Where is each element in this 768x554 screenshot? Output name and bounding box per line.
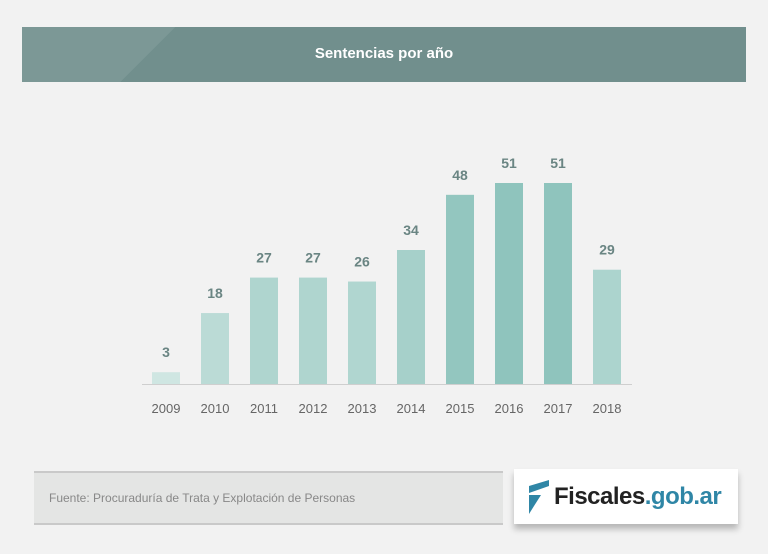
bar-2011 (250, 277, 278, 384)
fiscales-logo[interactable]: Fiscales.gob.ar (514, 469, 738, 524)
bar-2010 (201, 313, 229, 384)
bar-2012 (299, 277, 327, 384)
x-tick-label: 2017 (544, 401, 573, 416)
x-tick-label: 2014 (397, 401, 426, 416)
bar-2018 (593, 269, 621, 384)
data-label-2016: 51 (501, 155, 517, 171)
header-decoration (22, 27, 222, 82)
data-label-2013: 26 (354, 254, 370, 270)
source-box: Fuente: Procuraduría de Trata y Explotac… (34, 471, 503, 525)
data-label-2018: 29 (599, 242, 615, 258)
data-label-2011: 27 (256, 250, 272, 266)
logo-domain: .gob.ar (644, 483, 722, 510)
bar-2015 (446, 194, 474, 384)
chart-title: Sentencias por año (314, 45, 454, 62)
data-label-2014: 34 (403, 222, 419, 238)
bar-2013 (348, 281, 376, 384)
data-label-2015: 48 (452, 167, 468, 183)
x-tick-label: 2013 (348, 401, 377, 416)
x-tick-label: 2012 (299, 401, 328, 416)
chart-header: Sentencias por año (22, 27, 746, 82)
data-label-2009: 3 (162, 344, 170, 360)
bar-2017 (544, 183, 572, 384)
bar-2014 (397, 250, 425, 384)
bar-2009 (152, 372, 180, 384)
bar-2016 (495, 183, 523, 384)
x-tick-label: 2010 (201, 401, 230, 416)
source-text: Fuente: Procuraduría de Trata y Explotac… (49, 491, 356, 505)
x-tick-label: 2011 (250, 401, 278, 416)
logo-main: Fiscales (554, 483, 645, 510)
data-label-2012: 27 (305, 250, 321, 266)
x-tick-label: 2009 (152, 401, 181, 416)
x-tick-label: 2018 (593, 401, 622, 416)
x-tick-label: 2015 (446, 401, 475, 416)
x-tick-label: 2016 (495, 401, 524, 416)
data-label-2010: 18 (207, 285, 223, 301)
data-label-2017: 51 (550, 155, 566, 171)
logo-f-icon (529, 480, 549, 514)
